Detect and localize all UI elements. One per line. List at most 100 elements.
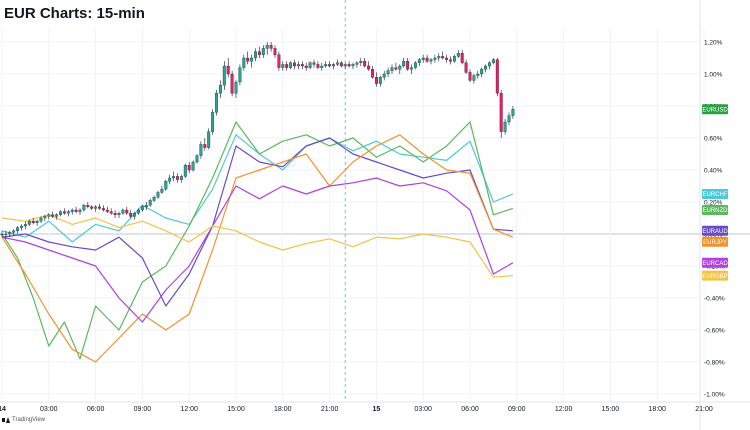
candle-body — [62, 211, 66, 214]
grid — [0, 0, 750, 402]
candle-body — [82, 205, 86, 211]
candle-body — [371, 69, 374, 78]
candle-body — [437, 56, 441, 59]
candle-body — [207, 131, 211, 148]
x-tick-label: 06:00 — [461, 406, 479, 413]
x-tick-label: 06:00 — [87, 406, 105, 413]
candle-body — [117, 213, 121, 215]
candle-body — [226, 65, 230, 75]
candle-body — [152, 197, 156, 201]
candle-body — [261, 48, 265, 55]
candle-body — [507, 115, 511, 123]
x-tick-label: 03:00 — [414, 406, 432, 413]
candle-body — [187, 165, 191, 171]
candle-body — [335, 62, 339, 65]
candle-body — [390, 67, 394, 71]
candle-body — [472, 75, 476, 81]
badge-eurusd — [702, 104, 728, 115]
candle-body — [125, 209, 129, 214]
x-tick-label: 15:00 — [602, 406, 620, 413]
candle-body — [296, 64, 300, 67]
candle-body — [308, 62, 312, 68]
candle-body — [351, 64, 355, 67]
candle-body — [374, 77, 378, 84]
series-badges: EURUSD EURCHF EURNZD EURAUD EURJPY EURCAD EURG… — [702, 104, 729, 281]
candle-body — [503, 121, 507, 132]
candle-body — [66, 211, 70, 214]
chart-title: EUR Charts: 15-min — [4, 5, 145, 22]
candle-body — [460, 53, 464, 63]
badge-eurgbp — [702, 270, 728, 281]
badge-label-euraud: EURAUD — [702, 229, 728, 235]
x-tick-label: 12:00 — [180, 406, 198, 413]
candle-body — [476, 73, 480, 76]
candle-body — [121, 209, 125, 214]
candle-body — [86, 205, 90, 207]
candle-body — [449, 59, 452, 62]
candle-body — [191, 161, 195, 171]
series-line-eurjpy — [1, 134, 514, 363]
candle-body — [511, 109, 515, 116]
candle-body — [90, 206, 94, 209]
candle-body — [480, 69, 484, 75]
candle-body — [441, 56, 445, 59]
candle-body — [43, 216, 47, 219]
candle-body — [195, 155, 199, 163]
candle-body — [211, 112, 215, 132]
candle-body — [148, 200, 152, 206]
x-tick-label: 18:00 — [648, 406, 666, 413]
candle-body — [406, 61, 410, 70]
candle-body — [129, 213, 133, 217]
candle-body — [105, 209, 109, 212]
badge-label-eurnzd: EURNZD — [703, 208, 729, 214]
candle-body — [113, 213, 117, 215]
candle-body — [367, 65, 371, 70]
candle-body — [20, 225, 23, 228]
candle-body — [328, 64, 332, 67]
candle-body — [179, 176, 183, 180]
candle-body — [265, 45, 269, 49]
candle-body — [94, 206, 98, 209]
badge-eurcad — [702, 257, 728, 268]
branding[interactable]: TradingView — [2, 417, 45, 423]
candle-body — [445, 57, 449, 60]
candle-body — [277, 54, 281, 68]
x-tick-label: 15 — [373, 406, 381, 413]
badge-eurchf — [702, 189, 728, 199]
candle-body — [98, 206, 101, 209]
candle-body — [203, 144, 207, 148]
eurusd-candles — [0, 42, 515, 239]
candle-body — [140, 206, 144, 211]
x-tick-label: 15:00 — [227, 406, 245, 413]
y-tick-label: -0.80% — [704, 360, 725, 367]
candle-body — [164, 181, 168, 190]
candle-body — [160, 189, 164, 193]
candle-body — [413, 62, 417, 68]
candle-body — [433, 57, 437, 60]
candle-body — [488, 62, 491, 67]
x-tick-label: 21:00 — [321, 406, 339, 413]
candle-body — [332, 64, 335, 67]
candle-body — [168, 177, 172, 182]
candle-body — [421, 57, 425, 60]
candle-body — [35, 221, 39, 223]
candle-body — [133, 213, 137, 217]
candle-body — [285, 64, 289, 68]
candle-body — [355, 62, 359, 65]
candle-body — [55, 214, 59, 217]
candle-body — [31, 221, 35, 223]
candle-body — [218, 85, 222, 94]
branding-label: TradingView — [12, 417, 46, 423]
candle-body — [417, 59, 421, 63]
candle-body — [386, 70, 390, 75]
candle-body — [78, 209, 82, 212]
x-tick-label: 12:00 — [555, 406, 573, 413]
candle-body — [316, 64, 320, 68]
x-tick-label: 21:00 — [695, 406, 713, 413]
candle-body — [59, 211, 62, 215]
candle-body — [378, 77, 382, 84]
candle-body — [452, 56, 456, 62]
candle-body — [273, 48, 277, 55]
y-tick-label: -0.40% — [704, 296, 725, 303]
